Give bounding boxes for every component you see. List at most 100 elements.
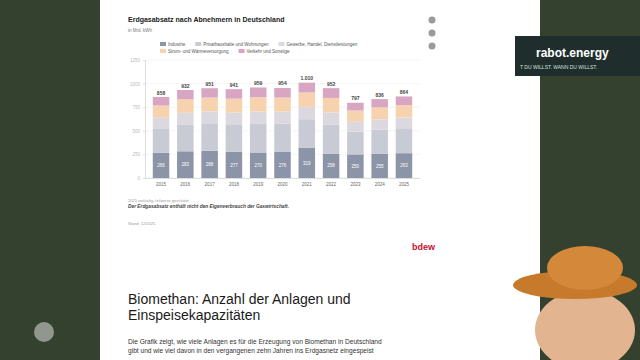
bar-segment bbox=[201, 111, 218, 123]
tick-label: 2021 bbox=[302, 182, 313, 187]
bar-segment bbox=[371, 154, 388, 178]
bar-segment bbox=[371, 99, 388, 107]
x-tick: 2018 bbox=[229, 178, 240, 187]
y-tick: 750 bbox=[132, 105, 145, 110]
total-label: 932 bbox=[181, 83, 190, 89]
y-tick: 500 bbox=[132, 129, 145, 134]
total-label: 941 bbox=[230, 82, 239, 88]
y-tick: 1000 bbox=[130, 82, 145, 87]
bar-segment bbox=[250, 124, 267, 153]
streamer-hat bbox=[547, 246, 623, 290]
data-label: 270 bbox=[254, 163, 262, 168]
series-1 bbox=[153, 119, 412, 154]
tick-mark bbox=[143, 60, 145, 61]
total-label: 952 bbox=[327, 81, 336, 87]
legend-item: Gewerbe, Handel, Dienstleistungen bbox=[278, 42, 357, 47]
axis-line bbox=[146, 178, 421, 179]
bar-segment bbox=[250, 112, 267, 124]
data-label: 255 bbox=[376, 164, 384, 169]
bar-segment bbox=[250, 153, 267, 178]
x-tick: 2024 bbox=[375, 178, 386, 187]
x-tick: 2023 bbox=[350, 178, 361, 187]
bar-segment bbox=[323, 125, 340, 154]
bar-segment bbox=[177, 99, 194, 112]
data-label: 283 bbox=[182, 162, 190, 167]
bar-segment bbox=[323, 112, 340, 124]
tick-mark bbox=[143, 131, 145, 132]
data-label: 258 bbox=[327, 163, 335, 168]
x-tick: 2017 bbox=[205, 178, 216, 187]
note: 2025 vorläufig, teilweise geschätzt bbox=[128, 198, 190, 203]
bar-segment bbox=[177, 124, 194, 151]
page bbox=[100, 0, 540, 360]
total-label: 1.010 bbox=[301, 75, 314, 81]
tick-label: 2024 bbox=[375, 182, 386, 187]
total-label: 864 bbox=[400, 89, 409, 95]
axis-line bbox=[143, 61, 146, 179]
bar-segment bbox=[153, 106, 170, 118]
tick-mark bbox=[143, 154, 145, 155]
series-4 bbox=[153, 83, 412, 111]
bar-segment bbox=[153, 97, 170, 105]
grid bbox=[145, 60, 420, 178]
x-tick: 2020 bbox=[277, 178, 288, 187]
total-label: 959 bbox=[254, 80, 263, 86]
bar-segment bbox=[226, 112, 243, 124]
overlay-button bbox=[34, 322, 54, 342]
x-tick: 2015 bbox=[156, 178, 167, 187]
bar-segment bbox=[201, 88, 218, 97]
bar-segment bbox=[371, 130, 388, 154]
total-label: 858 bbox=[157, 90, 166, 96]
bar-segment bbox=[201, 98, 218, 112]
totals: 8589329519419599541.010952797836864 bbox=[157, 75, 408, 101]
source-logo: bdew bbox=[412, 242, 436, 252]
bar-segment bbox=[274, 88, 291, 98]
bar-segment bbox=[323, 88, 340, 98]
legend-label: Strom- und Wärmeversorgung bbox=[168, 49, 229, 54]
bar-segment bbox=[226, 124, 243, 152]
bar-segment bbox=[299, 83, 316, 93]
chart-subtitle: in Mrd. kWh bbox=[128, 28, 153, 33]
bar-segment bbox=[299, 107, 316, 119]
bar-segment bbox=[347, 111, 364, 122]
bar-segment bbox=[347, 103, 364, 111]
tick-label: 250 bbox=[132, 152, 140, 157]
y-tick: 0 bbox=[137, 176, 145, 181]
bar-segment bbox=[396, 153, 413, 178]
tick-label: 2016 bbox=[180, 182, 191, 187]
data-labels: 266283288277270276319258250255263 bbox=[157, 161, 408, 169]
bar-segment bbox=[396, 96, 413, 105]
legend-item: Privathaushalte und Wohnungen bbox=[195, 42, 269, 47]
bar-segment bbox=[371, 107, 388, 119]
bar-segment bbox=[274, 98, 291, 112]
bar-segment bbox=[153, 153, 170, 178]
legend-swatch bbox=[195, 42, 201, 46]
tick-label: 750 bbox=[132, 105, 140, 110]
bar-segment bbox=[177, 90, 194, 99]
tick-label: 2023 bbox=[350, 182, 361, 187]
tick-label: 2015 bbox=[156, 182, 167, 187]
tick-label: 1250 bbox=[130, 58, 141, 63]
brand-slogan: T DU WILLST. WANN DU WILLST. bbox=[520, 64, 597, 70]
total-label: 836 bbox=[376, 92, 385, 98]
chart-title: Erdgasabsatz nach Abnehmern in Deutschla… bbox=[128, 16, 285, 24]
bar-segment bbox=[177, 151, 194, 178]
total-label: 797 bbox=[351, 95, 360, 101]
bar-segment bbox=[274, 152, 291, 178]
y-axis: 0 250 500 750 1000 1250 bbox=[130, 58, 146, 181]
x-axis: 2015201620172018201920202021202220232024… bbox=[146, 178, 421, 187]
bar-segment bbox=[323, 98, 340, 112]
bar-segment bbox=[226, 152, 243, 178]
bar-segment bbox=[274, 124, 291, 152]
bar-segment bbox=[347, 132, 364, 155]
legend-label: Verkehr und Sonstige bbox=[247, 49, 291, 54]
legend-label: Privathaushalte und Wohnungen bbox=[203, 42, 269, 47]
bar-segment bbox=[201, 151, 218, 178]
article-paragraph: Die Grafik zeigt, wie viele Anlagen es f… bbox=[128, 338, 382, 355]
share-icon bbox=[429, 17, 436, 24]
tick-mark bbox=[143, 107, 145, 108]
tick-label: 2020 bbox=[277, 182, 288, 187]
bar-segment bbox=[226, 99, 243, 113]
background bbox=[0, 0, 640, 360]
total-label: 951 bbox=[205, 81, 214, 87]
